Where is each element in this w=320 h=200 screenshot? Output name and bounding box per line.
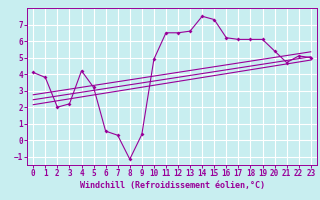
- X-axis label: Windchill (Refroidissement éolien,°C): Windchill (Refroidissement éolien,°C): [79, 181, 265, 190]
